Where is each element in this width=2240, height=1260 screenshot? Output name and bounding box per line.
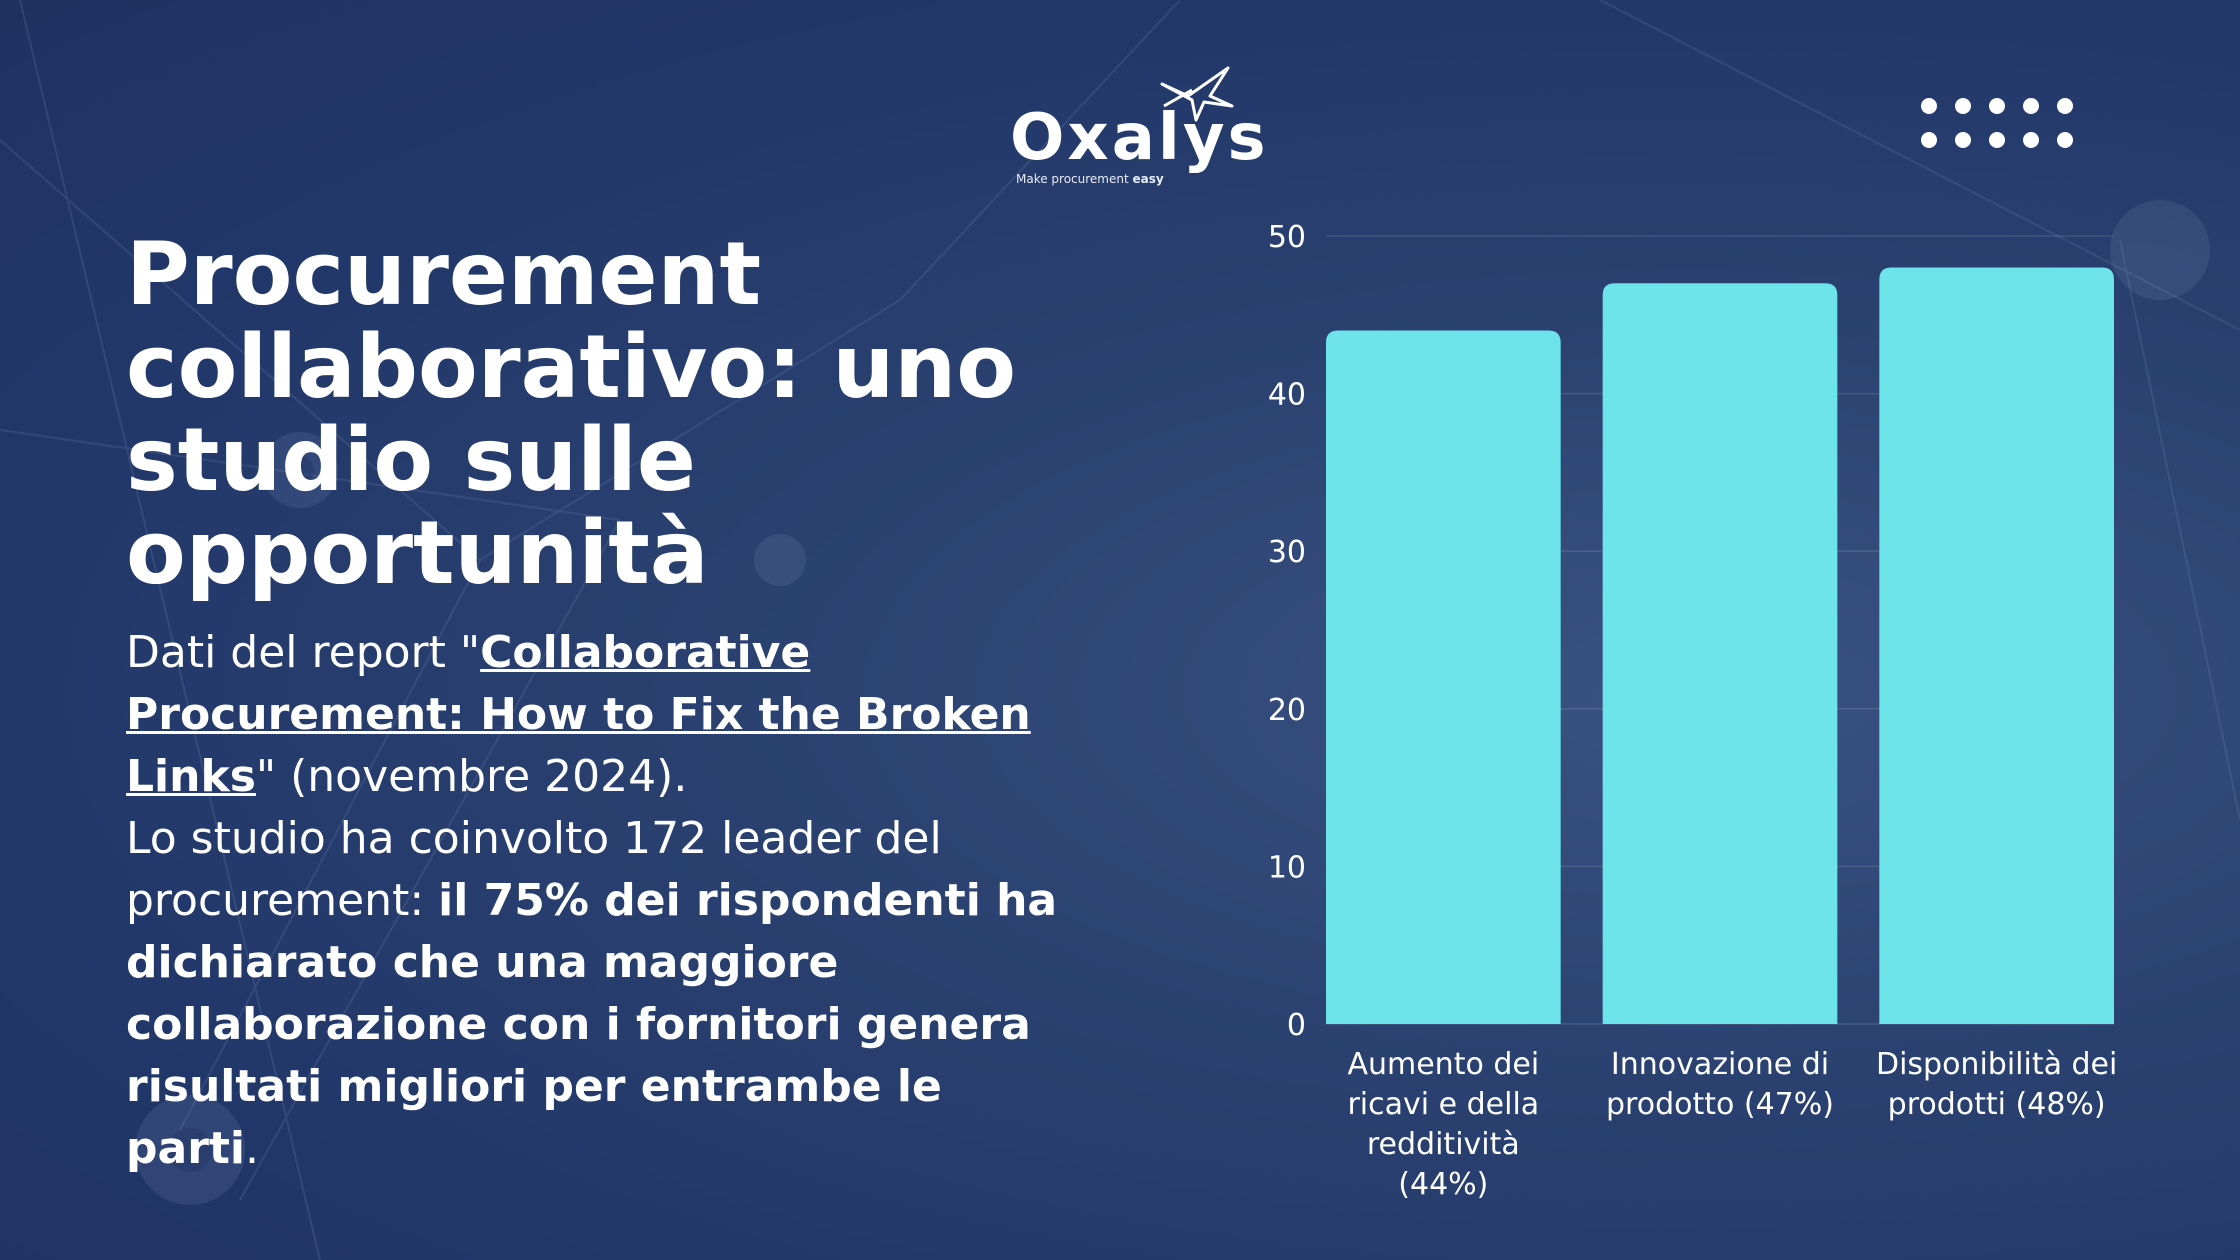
study-highlight: il 75% dei rispondenti ha dichiarato che… — [126, 875, 1058, 1174]
brand-name: Oxalys — [1010, 101, 1269, 175]
page-title: Procurement collaborativo: uno studio su… — [126, 223, 1016, 604]
report-link[interactable]: Collaborative Procurement: How to Fix th… — [126, 627, 1031, 802]
x-category-label: prodotto (47%) — [1606, 1087, 1834, 1122]
bar — [1326, 330, 1561, 1024]
study-summary: Lo studio ha coinvolto 172 leader del pr… — [126, 813, 1058, 1174]
bird-logo-icon — [1160, 66, 1234, 122]
y-tick-label: 0 — [1287, 1008, 1306, 1043]
oxalys-logo: Oxalys Make procurement easy — [1006, 62, 1266, 188]
x-category-label: ricavi e della — [1347, 1087, 1539, 1122]
report-intro: Dati del report "Collaborative Procureme… — [126, 627, 1031, 802]
x-category-label: redditività — [1367, 1127, 1520, 1162]
dots-decoration — [1921, 98, 2073, 148]
brand-tagline: Make procurement easy — [1016, 172, 1164, 186]
x-category-label: prodotti (48%) — [1888, 1087, 2106, 1122]
y-tick-label: 40 — [1268, 378, 1306, 413]
x-category-label: Innovazione di — [1611, 1047, 1829, 1082]
y-tick-label: 50 — [1268, 220, 1306, 255]
x-category-label: (44%) — [1398, 1167, 1488, 1202]
y-tick-label: 30 — [1268, 535, 1306, 570]
y-tick-label: 20 — [1268, 693, 1306, 728]
bar — [1879, 267, 2114, 1024]
bar-chart: 0 10 20 30 40 50 Aumento dei ricavi e della redd… — [1268, 220, 2118, 1202]
bar — [1602, 283, 1838, 1024]
description: Dati del report "Collaborative Procureme… — [126, 622, 1086, 1180]
x-category-label: Disponibilità dei — [1876, 1047, 2117, 1082]
y-tick-label: 10 — [1268, 850, 1306, 885]
x-category-label: Aumento dei — [1347, 1047, 1539, 1082]
